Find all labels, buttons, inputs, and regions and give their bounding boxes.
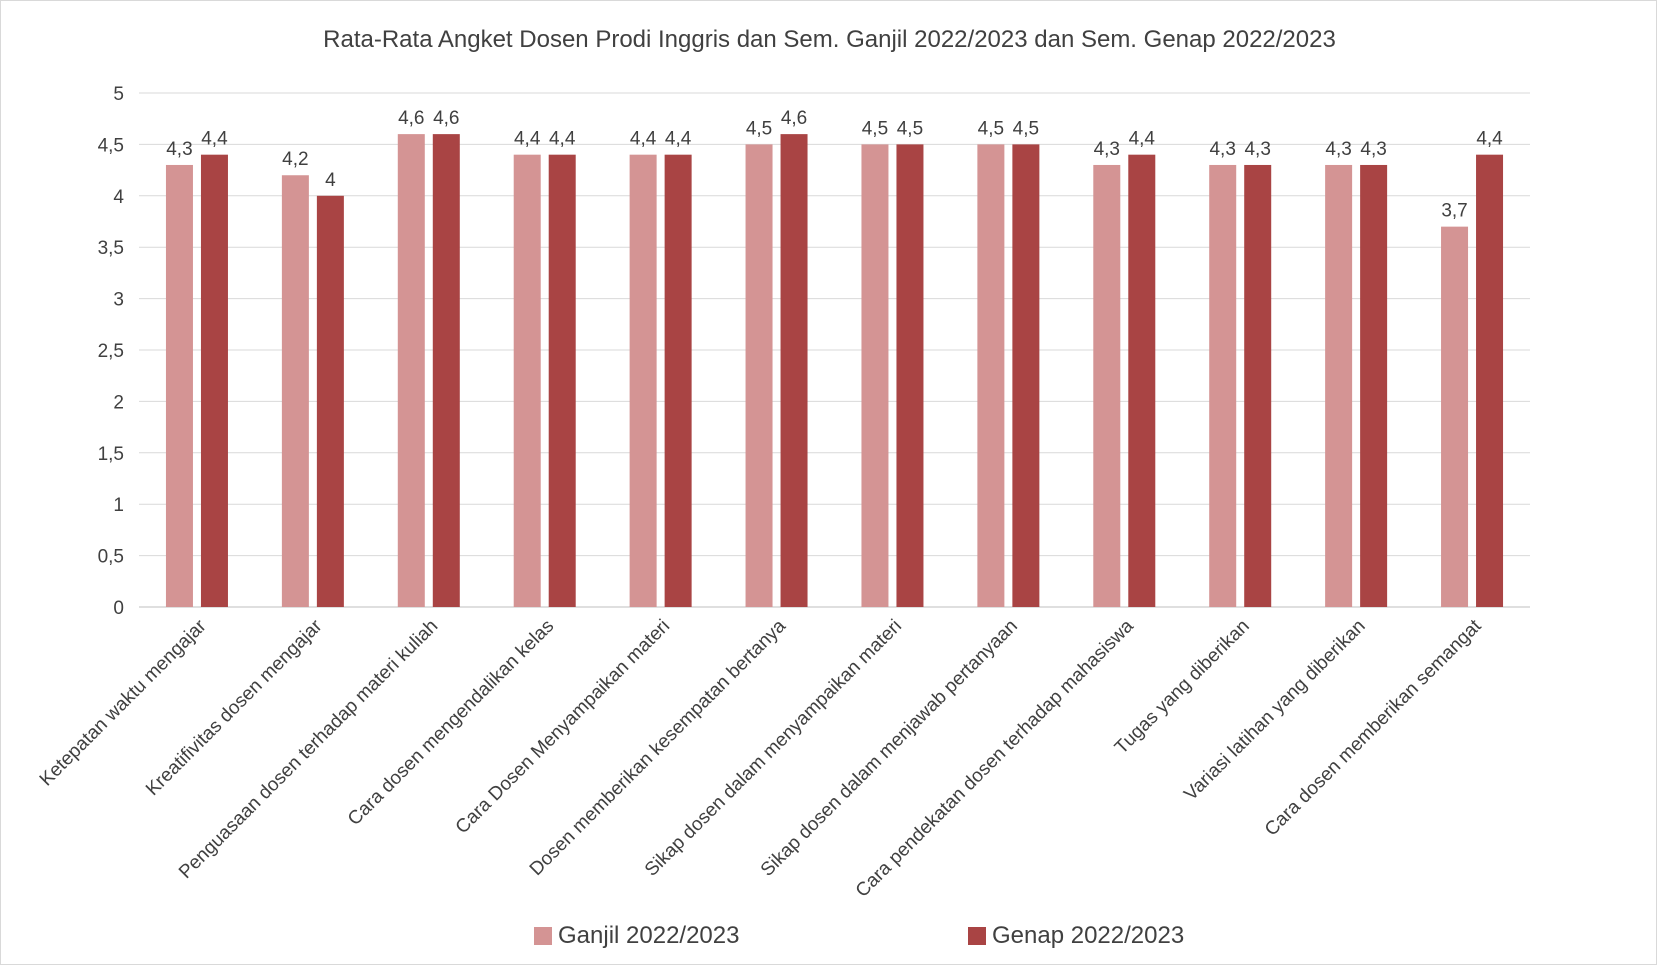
bar-genap: [548, 154, 576, 607]
bar-genap: [316, 195, 344, 608]
data-label-ganjil: 4,5: [862, 118, 888, 139]
bar-genap: [1360, 164, 1388, 607]
bar-genap: [432, 134, 460, 607]
data-label-ganjil: 4,4: [630, 129, 657, 150]
data-label-genap: 4,3: [1360, 139, 1386, 160]
bar-ganjil: [1441, 226, 1469, 607]
data-label-genap: 4,4: [201, 129, 228, 150]
bar-ganjil: [513, 154, 541, 607]
data-label-genap: 4,4: [665, 129, 692, 150]
bar-ganjil: [977, 144, 1005, 607]
data-label-ganjil: 4,4: [514, 129, 541, 150]
legend: Ganjil 2022/2023 Genap 2022/2023: [0, 922, 1659, 954]
data-label-ganjil: 4,2: [282, 149, 308, 170]
y-tick-label: 2,5: [98, 341, 124, 362]
bar-genap: [664, 154, 692, 607]
data-label-ganjil: 4,6: [398, 108, 424, 129]
gridlines: [139, 92, 1530, 608]
category-label: Cara dosen memberikan semangat: [1261, 615, 1486, 840]
data-labels: 4,3 4,4 4,2 4 4,6 4,6 4,4 4,4 4,4 4,4 4,5 4,6 4,5 4,5…: [166, 108, 1503, 222]
category-label: Sikap dosen dalam menjawab pertanyaan: [757, 616, 1022, 881]
data-label-genap: 4,4: [1476, 129, 1503, 150]
category-label: Dosen memberikan kesempatan bertanya: [526, 615, 791, 880]
y-tick-label: 2: [113, 392, 124, 413]
y-tick-label: 0,5: [98, 547, 124, 568]
bar-ganjil: [1209, 164, 1237, 607]
data-label-ganjil: 4,3: [1094, 139, 1120, 160]
bar-genap: [780, 134, 808, 607]
y-tick-label: 3,5: [98, 238, 124, 259]
y-tick-label: 4: [113, 187, 124, 208]
bar-ganjil: [165, 164, 193, 607]
legend-label-ganjil: Ganjil 2022/2023: [558, 922, 740, 949]
bar-genap: [1476, 154, 1504, 607]
y-tick-label: 1,5: [98, 444, 124, 465]
bar-genap: [1128, 154, 1156, 607]
data-label-ganjil: 4,5: [978, 118, 1004, 139]
y-tick-label: 5: [113, 84, 124, 105]
data-label-genap: 4,4: [1129, 129, 1156, 150]
bar-ganjil: [397, 134, 425, 607]
bar-ganjil: [629, 154, 657, 607]
data-label-ganjil: 4,3: [1209, 139, 1235, 160]
data-label-ganjil: 4,3: [1325, 139, 1351, 160]
category-label: Variasi latihan yang diberikan: [1180, 616, 1369, 805]
data-label-ganjil: 3,7: [1441, 201, 1467, 222]
bar-ganjil: [861, 144, 889, 607]
chart-title: Rata-Rata Angket Dosen Prodi Inggris dan…: [323, 26, 1336, 53]
data-label-genap: 4,5: [897, 118, 923, 139]
bar-genap: [896, 144, 924, 607]
y-tick-label: 4,5: [98, 135, 124, 156]
legend-swatch-ganjil: [534, 927, 552, 945]
data-label-genap: 4,6: [433, 108, 459, 129]
data-label-genap: 4,4: [549, 129, 576, 150]
bar-ganjil: [1325, 164, 1353, 607]
legend-item-ganjil: Ganjil 2022/2023: [534, 922, 739, 950]
data-label-genap: 4,3: [1244, 139, 1270, 160]
category-label: Sikap dosen dalam menyampaikan materi: [641, 616, 906, 881]
bar-ganjil: [281, 175, 309, 608]
y-tick-label: 3: [113, 290, 124, 311]
bar-genap: [200, 154, 228, 607]
data-label-genap: 4,6: [781, 108, 807, 129]
bar-ganjil: [1093, 164, 1121, 607]
category-label: Cara Dosen Menyampaikan materi: [452, 616, 674, 838]
data-label-genap: 4,5: [1013, 118, 1039, 139]
category-label: Cara pendekatan dosen terhadap mahasiswa: [852, 615, 1138, 901]
data-label-genap: 4: [325, 170, 336, 191]
legend-swatch-genap: [968, 927, 986, 945]
y-tick-label: 0: [113, 598, 124, 619]
bar-genap: [1244, 164, 1272, 607]
bars: [165, 134, 1504, 608]
category-label: Cara dosen mengendalikan kelas: [344, 616, 558, 830]
data-label-ganjil: 4,5: [746, 118, 772, 139]
y-axis-ticks: 0 0,5 1 1,5 2 2,5 3 3,5 4 4,5 5: [98, 84, 125, 619]
data-label-ganjil: 4,3: [166, 139, 192, 160]
bar-ganjil: [745, 144, 773, 607]
y-tick-label: 1: [113, 495, 124, 516]
legend-item-genap: Genap 2022/2023: [968, 922, 1184, 950]
category-label: Penguasaan dosen terhadap materi kuliah: [175, 616, 442, 883]
legend-label-genap: Genap 2022/2023: [992, 922, 1185, 949]
bar-genap: [1012, 144, 1040, 607]
